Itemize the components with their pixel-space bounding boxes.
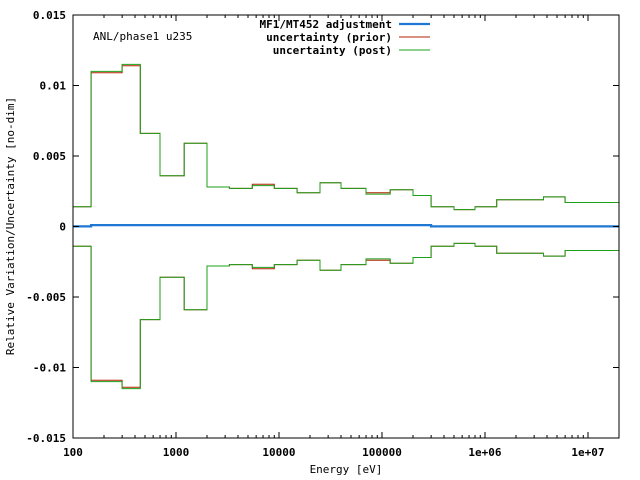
- y-tick-label: -0.015: [26, 432, 66, 445]
- series-layer: [73, 63, 619, 390]
- x-tick-label: 100000: [362, 446, 402, 459]
- series-uncertainty-post-lower-line: [73, 242, 619, 390]
- x-tick-label: 1000: [163, 446, 190, 459]
- y-tick-label: 0.01: [40, 80, 67, 93]
- y-tick-label: 0: [59, 221, 66, 234]
- y-tick-label: 0.005: [33, 150, 66, 163]
- series-mf1-mt452-adjustment-upper-line: [73, 224, 619, 228]
- y-axis-label: Relative Variation/Uncertainty [no-dim]: [4, 97, 17, 355]
- legend-label: MF1/MT452 adjustment: [260, 18, 392, 31]
- chart-annotation: ANL/phase1 u235: [93, 30, 192, 43]
- legend-label: uncertainty (post): [273, 44, 392, 57]
- y-tick-label: 0.015: [33, 9, 66, 22]
- y-tick-label: -0.01: [33, 362, 66, 375]
- x-tick-label: 100: [63, 446, 83, 459]
- legend-label: uncertainty (prior): [266, 31, 392, 44]
- y-tick-label: -0.005: [26, 291, 66, 304]
- x-tick-label: 1e+06: [468, 446, 501, 459]
- x-tick-label: 1e+07: [571, 446, 604, 459]
- series-uncertainty-post-upper-line: [73, 63, 619, 211]
- x-axis-label: Energy [eV]: [310, 463, 383, 476]
- x-tick-label: 10000: [262, 446, 295, 459]
